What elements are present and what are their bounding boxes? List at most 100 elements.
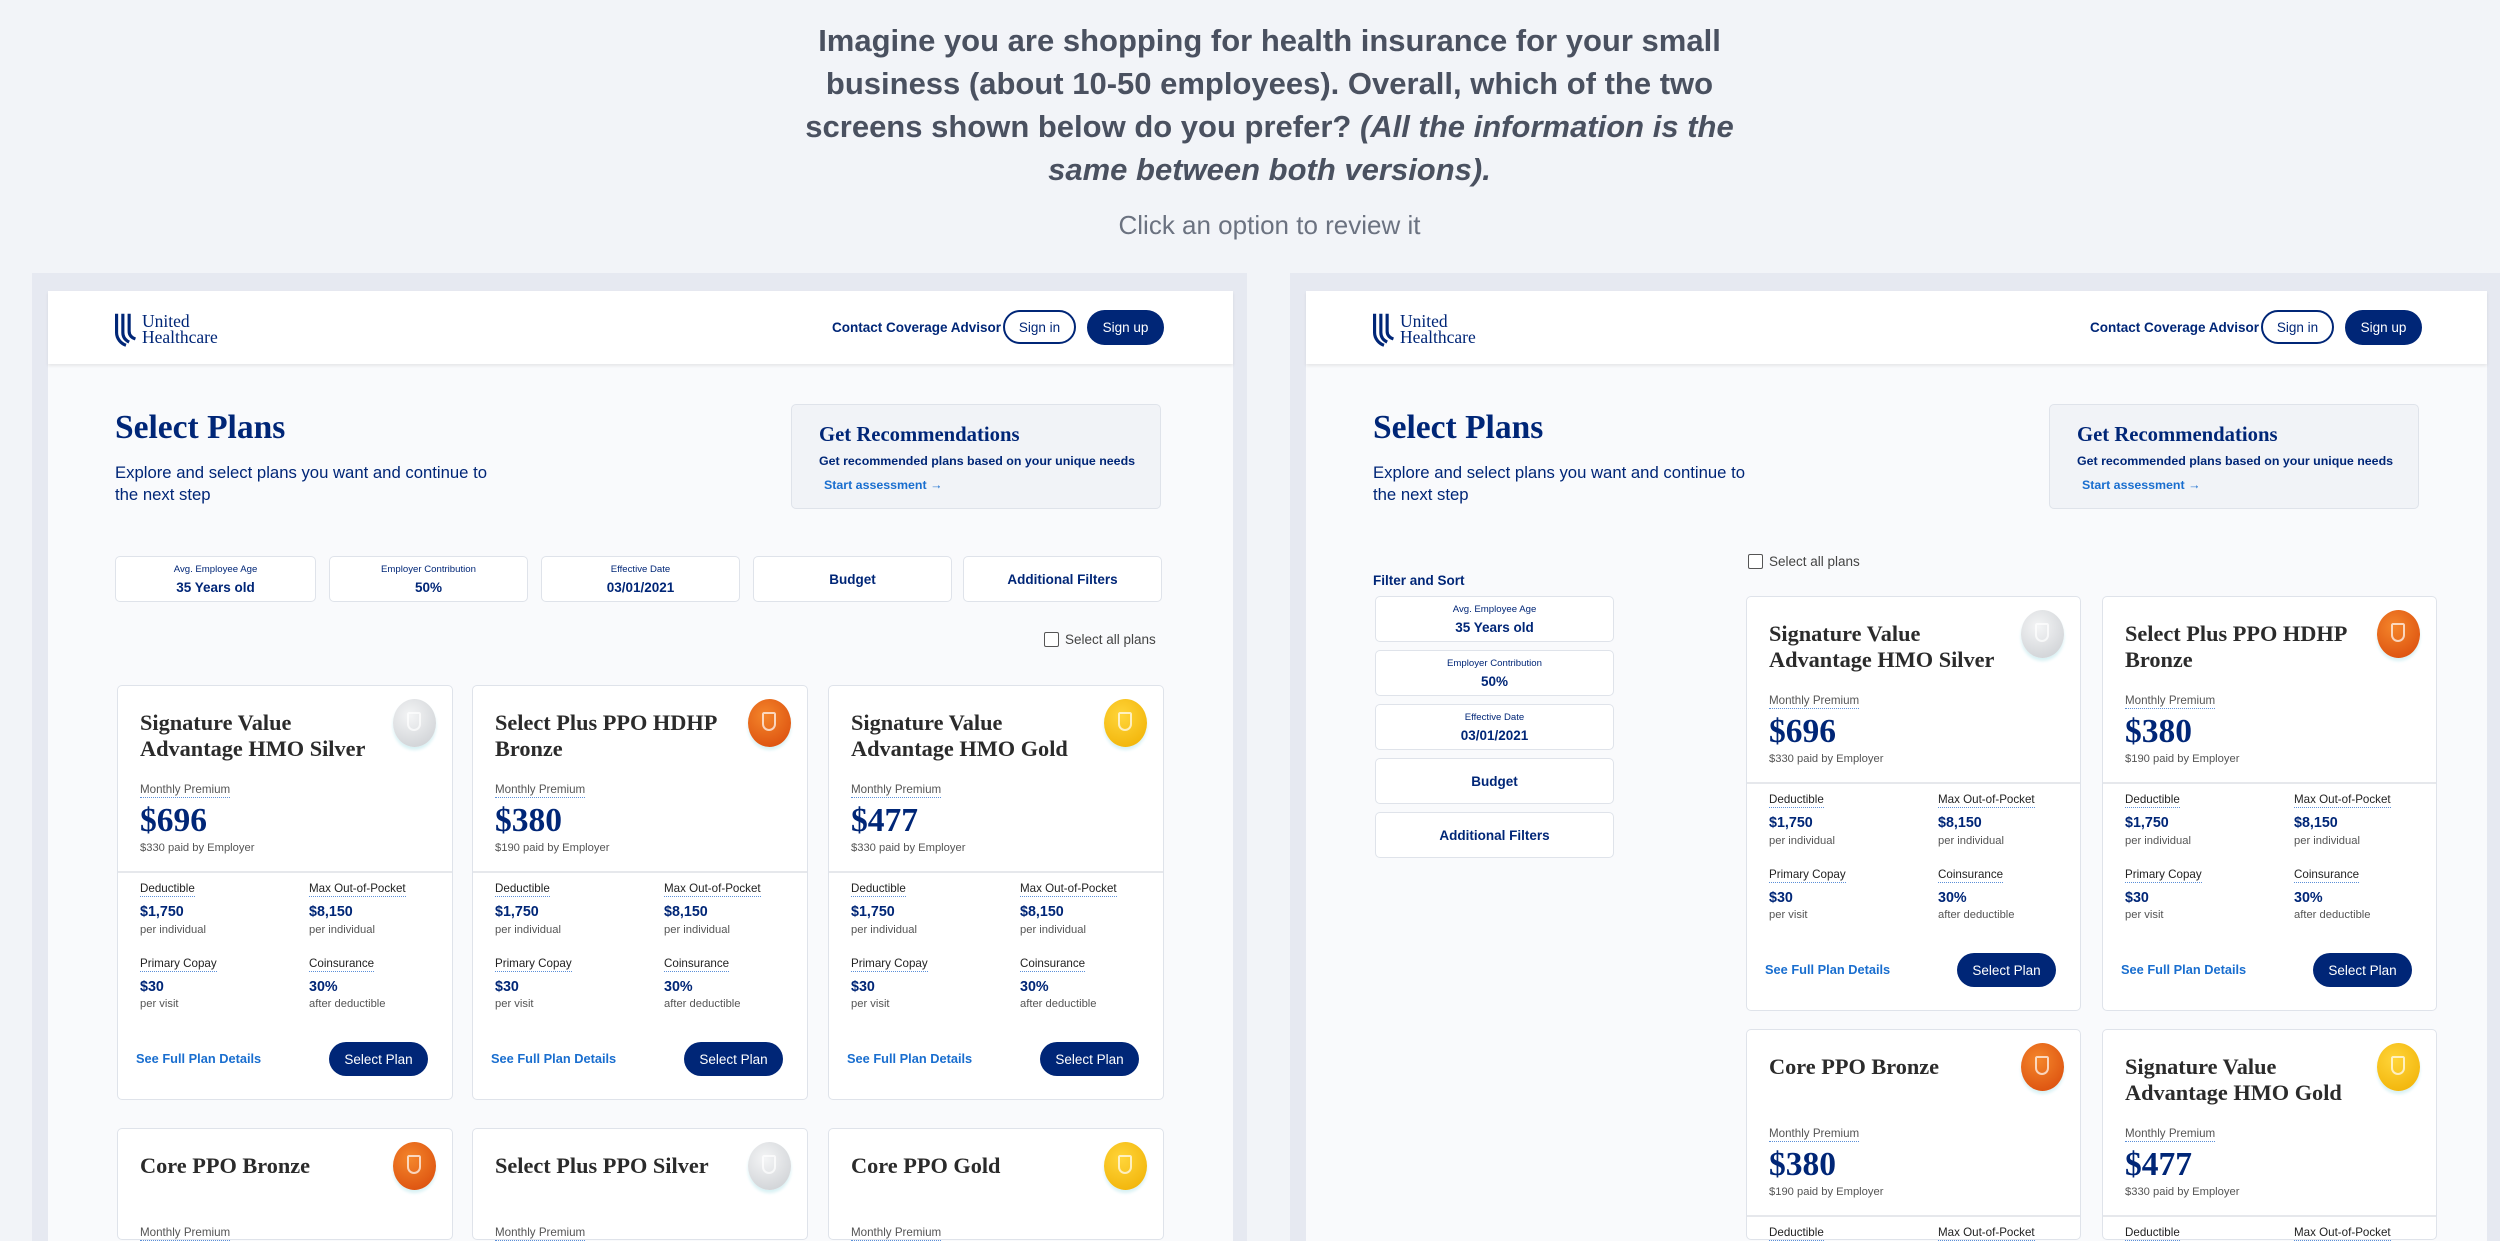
coinsurance-label[interactable]: Coinsurance <box>309 957 375 972</box>
filter-employer-contribution[interactable]: Employer Contribution 50% <box>1375 650 1614 696</box>
plan-card[interactable]: Signature Value Advantage HMO Silver Mon… <box>1746 596 2081 1011</box>
monthly-premium-label[interactable]: Monthly Premium <box>495 1226 586 1241</box>
filter-additional[interactable]: Additional Filters <box>1375 812 1614 858</box>
deductible-sub: per individual <box>140 924 206 936</box>
plan-premium: $380 <box>495 802 562 839</box>
filter-employer-contribution[interactable]: Employer Contribution 50% <box>329 556 528 602</box>
deductible-label[interactable]: Deductible <box>140 882 195 897</box>
monthly-premium-label[interactable]: Monthly Premium <box>851 1226 942 1241</box>
monthly-premium-label[interactable]: Monthly Premium <box>140 783 231 798</box>
max-oop-label[interactable]: Max Out-of-Pocket <box>1020 882 1117 897</box>
max-oop-label[interactable]: Max Out-of-Pocket <box>664 882 761 897</box>
max-oop-label[interactable]: Max Out-of-Pocket <box>1938 1226 2035 1241</box>
sign-in-button[interactable]: Sign in <box>2261 310 2334 344</box>
select-all-plans[interactable]: Select all plans <box>1044 632 1156 647</box>
deductible-label[interactable]: Deductible <box>851 882 906 897</box>
coinsurance-value: 30% <box>1020 979 1049 995</box>
filter-budget[interactable]: Budget <box>1375 758 1614 804</box>
plan-tier-coin-icon <box>748 1142 791 1190</box>
monthly-premium-label[interactable]: Monthly Premium <box>1769 694 1860 709</box>
select-plan-button[interactable]: Select Plan <box>1957 953 2056 987</box>
max-oop-label[interactable]: Max Out-of-Pocket <box>2294 793 2391 808</box>
plan-premium: $696 <box>1769 713 1836 750</box>
coinsurance-label[interactable]: Coinsurance <box>2294 868 2360 883</box>
copay-label[interactable]: Primary Copay <box>2125 868 2202 883</box>
option-b-panel[interactable]: United Healthcare Contact Coverage Adviso… <box>1290 273 2500 1241</box>
plan-tier-coin-icon <box>2021 610 2064 658</box>
monthly-premium-label[interactable]: Monthly Premium <box>495 783 586 798</box>
monthly-premium-label[interactable]: Monthly Premium <box>2125 1127 2216 1142</box>
sign-in-button[interactable]: Sign in <box>1003 310 1076 344</box>
select-plan-button[interactable]: Select Plan <box>1040 1042 1139 1076</box>
checkbox[interactable] <box>1748 554 1763 569</box>
filter-avg-employee-age[interactable]: Avg. Employee Age 35 Years old <box>1375 596 1614 642</box>
see-full-plan-details-link[interactable]: See Full Plan Details <box>491 1051 617 1066</box>
copay-label[interactable]: Primary Copay <box>1769 868 1846 883</box>
filter-budget[interactable]: Budget <box>753 556 952 602</box>
coinsurance-label[interactable]: Coinsurance <box>1020 957 1086 972</box>
checkbox[interactable] <box>1044 632 1059 647</box>
sign-up-button[interactable]: Sign up <box>2345 310 2422 345</box>
coinsurance-label[interactable]: Coinsurance <box>1938 868 2004 883</box>
plan-card[interactable]: Core PPO Bronze Monthly Premium <box>117 1128 453 1241</box>
page-title: Select Plans <box>115 409 286 446</box>
see-full-plan-details-link[interactable]: See Full Plan Details <box>136 1051 262 1066</box>
survey-question: Imagine you are shopping for health insu… <box>771 19 1768 191</box>
contact-coverage-advisor-link[interactable]: Contact Coverage Advisor <box>832 320 1002 335</box>
option-a-panel[interactable]: United Healthcare Contact Coverage Adviso… <box>32 273 1247 1241</box>
max-oop-label[interactable]: Max Out-of-Pocket <box>1938 793 2035 808</box>
see-full-plan-details-link[interactable]: See Full Plan Details <box>1765 962 1891 977</box>
unitedhealthcare-logo[interactable]: United Healthcare <box>115 310 218 348</box>
plan-name: Core PPO Bronze <box>140 1153 311 1178</box>
filter-additional[interactable]: Additional Filters <box>963 556 1162 602</box>
see-full-plan-details-link[interactable]: See Full Plan Details <box>847 1051 973 1066</box>
plan-card[interactable]: Select Plus PPO HDHP Bronze Monthly Prem… <box>472 685 808 1100</box>
plan-card[interactable]: Signature Value Advantage HMO Silver Mon… <box>117 685 453 1100</box>
select-plan-button[interactable]: Select Plan <box>684 1042 783 1076</box>
plan-name: Signature Value Advantage HMO Silver <box>140 710 366 762</box>
monthly-premium-label[interactable]: Monthly Premium <box>1769 1127 1860 1142</box>
filter-effective-date[interactable]: Effective Date 03/01/2021 <box>541 556 740 602</box>
contact-coverage-advisor-link[interactable]: Contact Coverage Advisor <box>2090 320 2260 335</box>
max-oop-label[interactable]: Max Out-of-Pocket <box>309 882 406 897</box>
filter-effective-date[interactable]: Effective Date 03/01/2021 <box>1375 704 1614 750</box>
filter-value: 03/01/2021 <box>1460 727 1529 743</box>
deductible-label[interactable]: Deductible <box>2125 1226 2180 1241</box>
copay-label[interactable]: Primary Copay <box>851 957 928 972</box>
select-all-plans[interactable]: Select all plans <box>1748 554 1860 569</box>
plan-card[interactable]: Select Plus PPO HDHP Bronze Monthly Prem… <box>2102 596 2437 1011</box>
copay-label[interactable]: Primary Copay <box>140 957 217 972</box>
coinsurance-label[interactable]: Coinsurance <box>664 957 730 972</box>
start-assessment-link[interactable]: Start assessment → <box>2082 478 2201 492</box>
max-oop-sub: per individual <box>2294 835 2360 847</box>
deductible-label[interactable]: Deductible <box>1769 1226 1824 1241</box>
plan-card[interactable]: Core PPO Bronze Monthly Premium $380 $19… <box>1746 1029 2081 1241</box>
plan-card[interactable]: Core PPO Gold Monthly Premium <box>828 1128 1164 1241</box>
filter-value: 35 Years old <box>176 579 255 595</box>
coinsurance-sub: after deductible <box>1938 909 2015 921</box>
monthly-premium-label[interactable]: Monthly Premium <box>851 783 942 798</box>
plan-card[interactable]: Select Plus PPO Silver Monthly Premium <box>472 1128 808 1241</box>
copay-label[interactable]: Primary Copay <box>495 957 572 972</box>
monthly-premium-label[interactable]: Monthly Premium <box>2125 694 2216 709</box>
deductible-label[interactable]: Deductible <box>1769 793 1824 808</box>
filter-avg-employee-age[interactable]: Avg. Employee Age 35 Years old <box>115 556 316 602</box>
start-assessment-link[interactable]: Start assessment → <box>824 478 943 492</box>
unitedhealthcare-logo[interactable]: United Healthcare <box>1373 310 1476 348</box>
plan-tier-coin-icon <box>393 699 436 747</box>
logo-line1: United <box>142 311 190 331</box>
question-note: (All the information is the same between… <box>1048 109 1734 187</box>
max-oop-label[interactable]: Max Out-of-Pocket <box>2294 1226 2391 1241</box>
deductible-label[interactable]: Deductible <box>2125 793 2180 808</box>
select-plan-button[interactable]: Select Plan <box>2313 953 2412 987</box>
monthly-premium-label[interactable]: Monthly Premium <box>140 1226 231 1241</box>
deductible-label[interactable]: Deductible <box>495 882 550 897</box>
see-full-plan-details-link[interactable]: See Full Plan Details <box>2121 962 2247 977</box>
plan-card[interactable]: Signature Value Advantage HMO Gold Month… <box>828 685 1164 1100</box>
plan-card[interactable]: Signature Value Advantage HMO Gold Month… <box>2102 1029 2437 1241</box>
plan-premium: $696 <box>140 802 207 839</box>
select-plan-button[interactable]: Select Plan <box>329 1042 428 1076</box>
sign-up-button[interactable]: Sign up <box>1087 310 1164 345</box>
copay-sub: per visit <box>1769 909 1808 921</box>
copay-sub: per visit <box>140 998 179 1010</box>
